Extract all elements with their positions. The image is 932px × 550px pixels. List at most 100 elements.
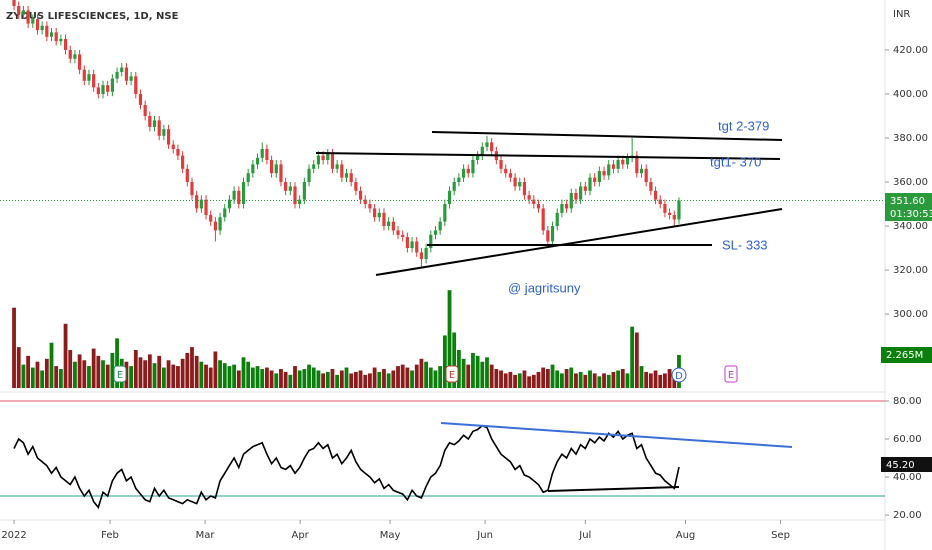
candle-body (616, 160, 620, 169)
candle-body (625, 157, 630, 165)
candle-body (227, 199, 232, 209)
countdown-label: 01:30:53 (890, 209, 932, 220)
volume-bar (241, 357, 246, 388)
candle-body (17, 5, 21, 15)
volume-bar (475, 355, 480, 388)
volume-bar (30, 367, 35, 388)
volume-bar (180, 358, 185, 388)
x-tick-label: Sep (771, 530, 790, 541)
candle-body (653, 190, 658, 200)
candle-body (134, 76, 138, 94)
volume-bar (110, 352, 115, 388)
volume-bar (321, 373, 325, 388)
candle-body (391, 221, 395, 231)
event-marker[interactable] (724, 365, 738, 383)
candle-body (92, 74, 96, 88)
candle-body (476, 155, 480, 161)
candle-body (349, 173, 353, 183)
volume-bar (133, 350, 138, 388)
volume-bar (499, 370, 503, 388)
x-tick-label: Mar (196, 530, 216, 541)
volume-bar (653, 370, 658, 388)
candle-body (532, 199, 536, 205)
volume-bar (194, 355, 199, 388)
volume-bar (489, 364, 494, 388)
volume-bar (658, 374, 663, 388)
volume-bar (428, 367, 433, 388)
candle-body (438, 221, 442, 231)
volume-bar (213, 351, 218, 388)
candle-body (443, 204, 447, 222)
volume-bar (190, 347, 194, 388)
candle-body (368, 204, 372, 209)
event-label: D (675, 371, 683, 382)
volume-bar (447, 290, 452, 388)
event-label: E (449, 370, 455, 381)
event-marker[interactable] (445, 365, 459, 383)
volume-bar (419, 358, 424, 388)
volume-bar (68, 350, 73, 388)
volume-bar (344, 367, 349, 388)
volume-bar (171, 364, 176, 388)
rsi-trendline (547, 486, 680, 492)
volume-bar (410, 370, 414, 388)
volume-bar (218, 360, 222, 388)
volume-bar (471, 352, 475, 388)
volume-bar (363, 374, 368, 388)
volume-bar (274, 373, 279, 388)
volume-bar (260, 369, 265, 388)
trendline (315, 152, 781, 160)
x-tick-label: 2022 (1, 530, 26, 541)
volume-bar (16, 347, 21, 388)
volume-bar (527, 376, 532, 388)
volume-bar (105, 364, 110, 388)
volume-bar (311, 367, 316, 388)
dividend-marker[interactable] (671, 367, 687, 383)
volume-bar (433, 370, 438, 388)
volume-bar (480, 361, 485, 388)
volume-bar (265, 367, 269, 388)
candle-body (166, 129, 171, 145)
volume-bar (564, 369, 569, 388)
candle-body (96, 87, 100, 94)
candle-body (527, 195, 531, 200)
volume-bar (513, 374, 517, 388)
candle-body (265, 149, 269, 161)
candle-body (246, 173, 250, 183)
volume-bar (147, 354, 152, 388)
candle-body (279, 164, 283, 183)
candle-body (419, 252, 424, 260)
volume-bar (616, 370, 620, 388)
volume-bar (382, 369, 386, 388)
volume-bar (485, 357, 489, 388)
candle-body (162, 129, 166, 136)
candle-body (485, 142, 489, 147)
candle-body (232, 190, 236, 200)
candle-body (312, 164, 316, 169)
x-tick-label: Feb (101, 530, 119, 541)
volume-bar (592, 373, 597, 388)
volume-bar (606, 374, 611, 388)
event-marker[interactable] (113, 365, 127, 383)
rsi-y-tick-label: 60.00 (893, 434, 922, 445)
volume-bar (574, 373, 578, 388)
candle-body (410, 241, 414, 249)
volume-bar (372, 367, 377, 388)
candle-body (209, 215, 213, 222)
candle-body (63, 38, 68, 50)
candle-body (195, 195, 199, 209)
rsi-trendline (440, 422, 793, 448)
candle-body (237, 190, 241, 205)
volume-bar (541, 367, 546, 388)
volume-bar (185, 352, 190, 388)
candle-body (344, 173, 349, 178)
candle-body (82, 69, 86, 81)
candle-body (176, 149, 180, 156)
volume-bar (578, 371, 583, 388)
volume-bar (531, 374, 536, 388)
candle-body (354, 182, 358, 191)
rsi-tag-label: 45.20 (886, 460, 915, 471)
candle-body (35, 19, 40, 31)
y-tick-label: 360.00 (893, 177, 928, 188)
rsi-y-tick-label: 40.00 (893, 472, 922, 483)
